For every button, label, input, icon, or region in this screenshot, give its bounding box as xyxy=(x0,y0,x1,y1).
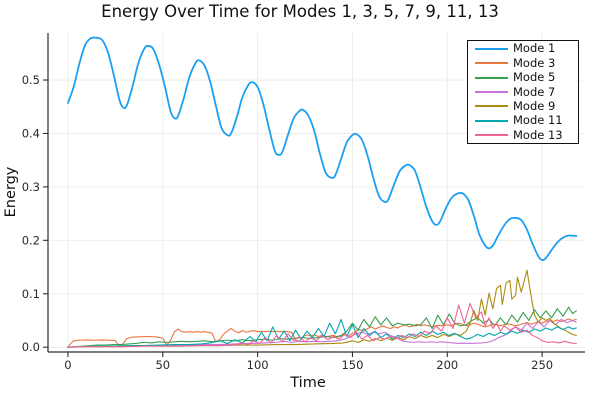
x-tick-label: 200 xyxy=(436,358,458,372)
y-tick-label: 0.2 xyxy=(22,233,40,247)
legend-label: Mode 7 xyxy=(513,84,556,99)
y-tick-label: 0.3 xyxy=(22,180,40,194)
x-tick-label: 0 xyxy=(64,358,71,372)
legend-line-mode-13 xyxy=(475,134,508,137)
series-line-mode-1 xyxy=(67,36,578,262)
series-line-mode-11 xyxy=(67,318,577,348)
legend-label: Mode 3 xyxy=(513,55,556,70)
legend-entry-mode-5: Mode 5 xyxy=(468,71,578,84)
chart-title: Energy Over Time for Modes 1, 3, 5, 7, 9… xyxy=(101,2,499,21)
legend-entry-mode-1: Mode 1 xyxy=(468,42,578,55)
x-tick-label: 150 xyxy=(341,358,363,372)
legend-entry-mode-11: Mode 11 xyxy=(468,114,578,127)
x-tick-label: 100 xyxy=(247,358,269,372)
legend-entry-mode-9: Mode 9 xyxy=(468,98,578,113)
legend-line-mode-9 xyxy=(475,105,508,108)
legend-label: Mode 13 xyxy=(513,127,563,142)
series-line-mode-5 xyxy=(67,306,577,348)
legend-entry-mode-13: Mode 13 xyxy=(468,127,578,142)
legend-label: Mode 5 xyxy=(513,70,556,85)
y-tick-label: 0.0 xyxy=(22,340,40,354)
series-line-mode-13 xyxy=(67,302,577,348)
legend-label: Mode 1 xyxy=(513,41,556,56)
series-lines xyxy=(67,36,578,348)
legend-entry-mode-7: Mode 7 xyxy=(468,84,578,99)
y-tick-label: 0.1 xyxy=(22,287,40,301)
y-axis-label: Energy xyxy=(3,166,19,218)
legend-line-mode-5 xyxy=(475,76,508,79)
legend: Mode 1 Mode 3 Mode 5 Mode 7 Mode 9 Mode 11 Mod… xyxy=(467,40,579,144)
legend-line-mode-7 xyxy=(475,91,508,93)
axes: 0 50 100 150 200 250 0.0 0.1 0.2 0.3 0.4 0.5 xyxy=(22,33,585,372)
x-tick-label: 250 xyxy=(531,358,553,372)
legend-label: Mode 11 xyxy=(513,113,563,128)
legend-entry-mode-3: Mode 3 xyxy=(468,55,578,70)
x-axis-label: Time xyxy=(290,375,326,391)
legend-line-mode-11 xyxy=(475,119,508,122)
y-tick-label: 0.5 xyxy=(22,73,40,87)
y-tick-label: 0.4 xyxy=(22,126,40,140)
legend-label: Mode 9 xyxy=(513,98,556,113)
legend-line-mode-3 xyxy=(475,62,508,65)
legend-line-mode-1 xyxy=(475,47,508,50)
x-tick-label: 50 xyxy=(155,358,170,372)
